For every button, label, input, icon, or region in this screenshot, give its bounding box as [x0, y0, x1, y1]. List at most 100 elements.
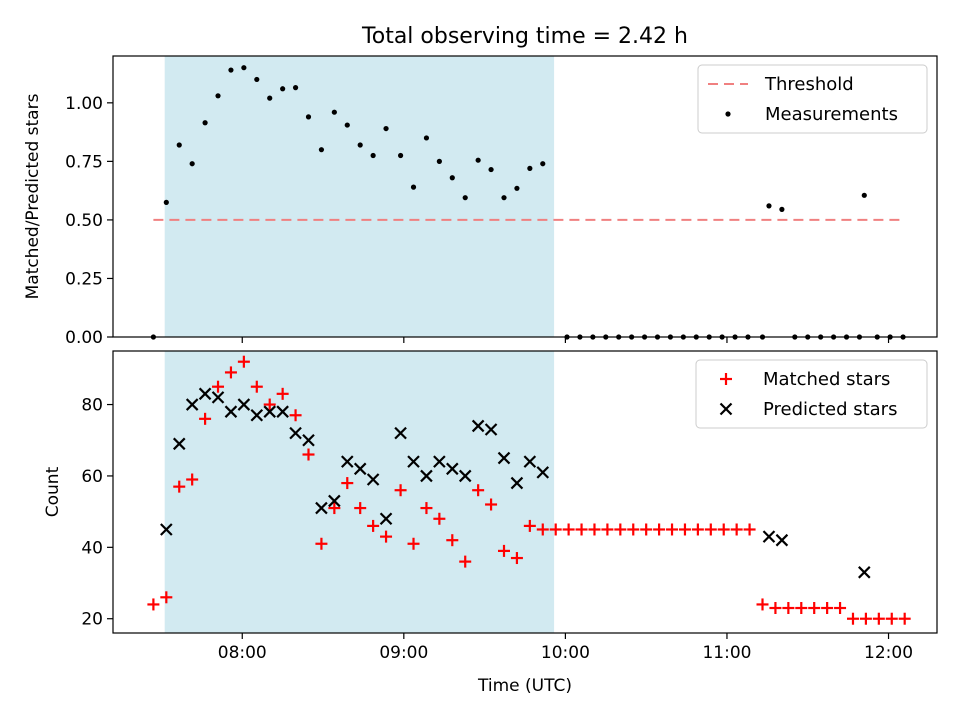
x-tick-label: 10:00: [541, 643, 590, 663]
matched-point: [186, 473, 199, 486]
bottom-y-tick-label: 20: [81, 610, 103, 630]
predicted-point: [328, 494, 341, 508]
matched-point: [885, 612, 898, 625]
measurement-point: [228, 67, 234, 73]
matched-point: [808, 602, 821, 615]
predicted-point: [340, 455, 354, 468]
predicted-point-b: [160, 523, 173, 536]
legend-predicted-marker-b: [719, 402, 733, 416]
bottom-legend-box: [695, 359, 928, 429]
bottom-x-axis-ticks: 08:00 09:00 10:00 11:00 12:00: [218, 633, 913, 663]
predicted-point: [510, 476, 524, 490]
predicted-point-b: [172, 437, 186, 451]
top-panel: 0.00 0.25 0.50 0.75 1.00 Matched/Predicted s…: [23, 55, 938, 348]
matched-point: [627, 523, 640, 536]
predicted-point-b: [484, 423, 498, 436]
matched-point: [536, 523, 549, 536]
predicted-point-b: [420, 469, 433, 483]
bottom-axes-frame: [112, 350, 938, 634]
matched-point: [575, 523, 588, 536]
matched-point: [160, 591, 173, 604]
predicted-point: [211, 391, 225, 404]
predicted-point: [263, 405, 276, 418]
top-y-axis-label: Matched/Predicted stars: [23, 93, 43, 299]
matched-point: [380, 530, 393, 543]
matched-point: [302, 448, 315, 461]
legend-predicted-marker: [719, 402, 733, 416]
predicted-point-b: [858, 566, 871, 579]
matched-point: [678, 523, 691, 536]
measurement-point: [449, 175, 455, 181]
predicted-point: [353, 462, 367, 476]
matched-point: [407, 537, 420, 550]
measurement-point: [527, 165, 533, 171]
legend-measurements-label: Measurements: [765, 104, 898, 125]
measurement-point: [280, 86, 286, 92]
predicted-point: [523, 455, 537, 468]
measurement-point: [254, 76, 260, 83]
matched-point: [446, 534, 459, 547]
measurement-point: [462, 195, 468, 201]
measurement-point: [267, 95, 273, 101]
x-tick-label: 08:00: [218, 643, 267, 663]
matched-point: [640, 523, 653, 536]
bottom-y-tick-label: 60: [81, 467, 103, 487]
legend-predicted-label: Predicted stars: [763, 399, 897, 420]
measurement-point: [540, 161, 546, 167]
matched-point: [510, 552, 523, 565]
predicted-point: [237, 398, 251, 411]
measurement-point: [861, 192, 867, 198]
measurement-point: [514, 185, 520, 191]
x-axis-label: Time (UTC): [477, 676, 572, 696]
predicted-point: [497, 451, 511, 465]
predicted-point-b: [328, 494, 341, 508]
matched-point: [859, 612, 872, 625]
predicted-star-points: [160, 387, 871, 579]
matched-point: [691, 523, 704, 536]
measurement-point: [370, 152, 376, 159]
measurement-point: [436, 158, 442, 164]
matched-point: [367, 519, 380, 532]
matched-point: [315, 537, 328, 550]
predicted-point-b: [446, 462, 459, 476]
predicted-point-b: [510, 476, 524, 490]
predicted-point-b: [497, 451, 511, 465]
top-legend-box: [697, 64, 928, 134]
matched-point: [666, 523, 679, 536]
measurement-point: [305, 114, 312, 120]
measurement-point: [766, 203, 772, 209]
legend-matched-marker: [720, 373, 732, 385]
predicted-point: [160, 523, 173, 536]
measurement-point: [501, 195, 507, 201]
measurement-points: [150, 65, 906, 340]
measurement-point: [189, 161, 195, 167]
bottom-panel: 20 40 60 80 08:00 09:00 10:00 11:00 12:00 Count…: [43, 350, 938, 696]
predicted-point: [775, 533, 789, 547]
top-y-tick-label: 0.00: [65, 328, 103, 348]
matched-point: [769, 602, 782, 615]
legend-measurements-swatch: [725, 111, 731, 117]
top-shaded-interval: [164, 56, 555, 337]
predicted-point-b: [198, 387, 212, 401]
matched-point: [394, 484, 407, 497]
x-tick-label: 11:00: [702, 643, 751, 663]
measurement-point: [176, 142, 182, 148]
predicted-point-b: [211, 391, 225, 404]
matched-point: [756, 598, 769, 611]
matched-point: [549, 523, 562, 536]
predicted-point: [289, 426, 302, 440]
bottom-y-tick-label: 40: [81, 538, 103, 558]
predicted-point-b: [762, 530, 776, 543]
predicted-point: [302, 433, 315, 447]
predicted-point-b: [185, 398, 199, 411]
measurement-point: [423, 135, 430, 141]
legend-matched-label: Matched stars: [763, 369, 890, 390]
predicted-point-b: [276, 405, 289, 418]
matched-point: [459, 555, 472, 568]
predicted-point: [536, 466, 550, 479]
predicted-point: [185, 398, 199, 411]
predicted-point-b: [263, 405, 276, 418]
matched-point: [237, 355, 250, 368]
predicted-point-b: [536, 466, 550, 479]
